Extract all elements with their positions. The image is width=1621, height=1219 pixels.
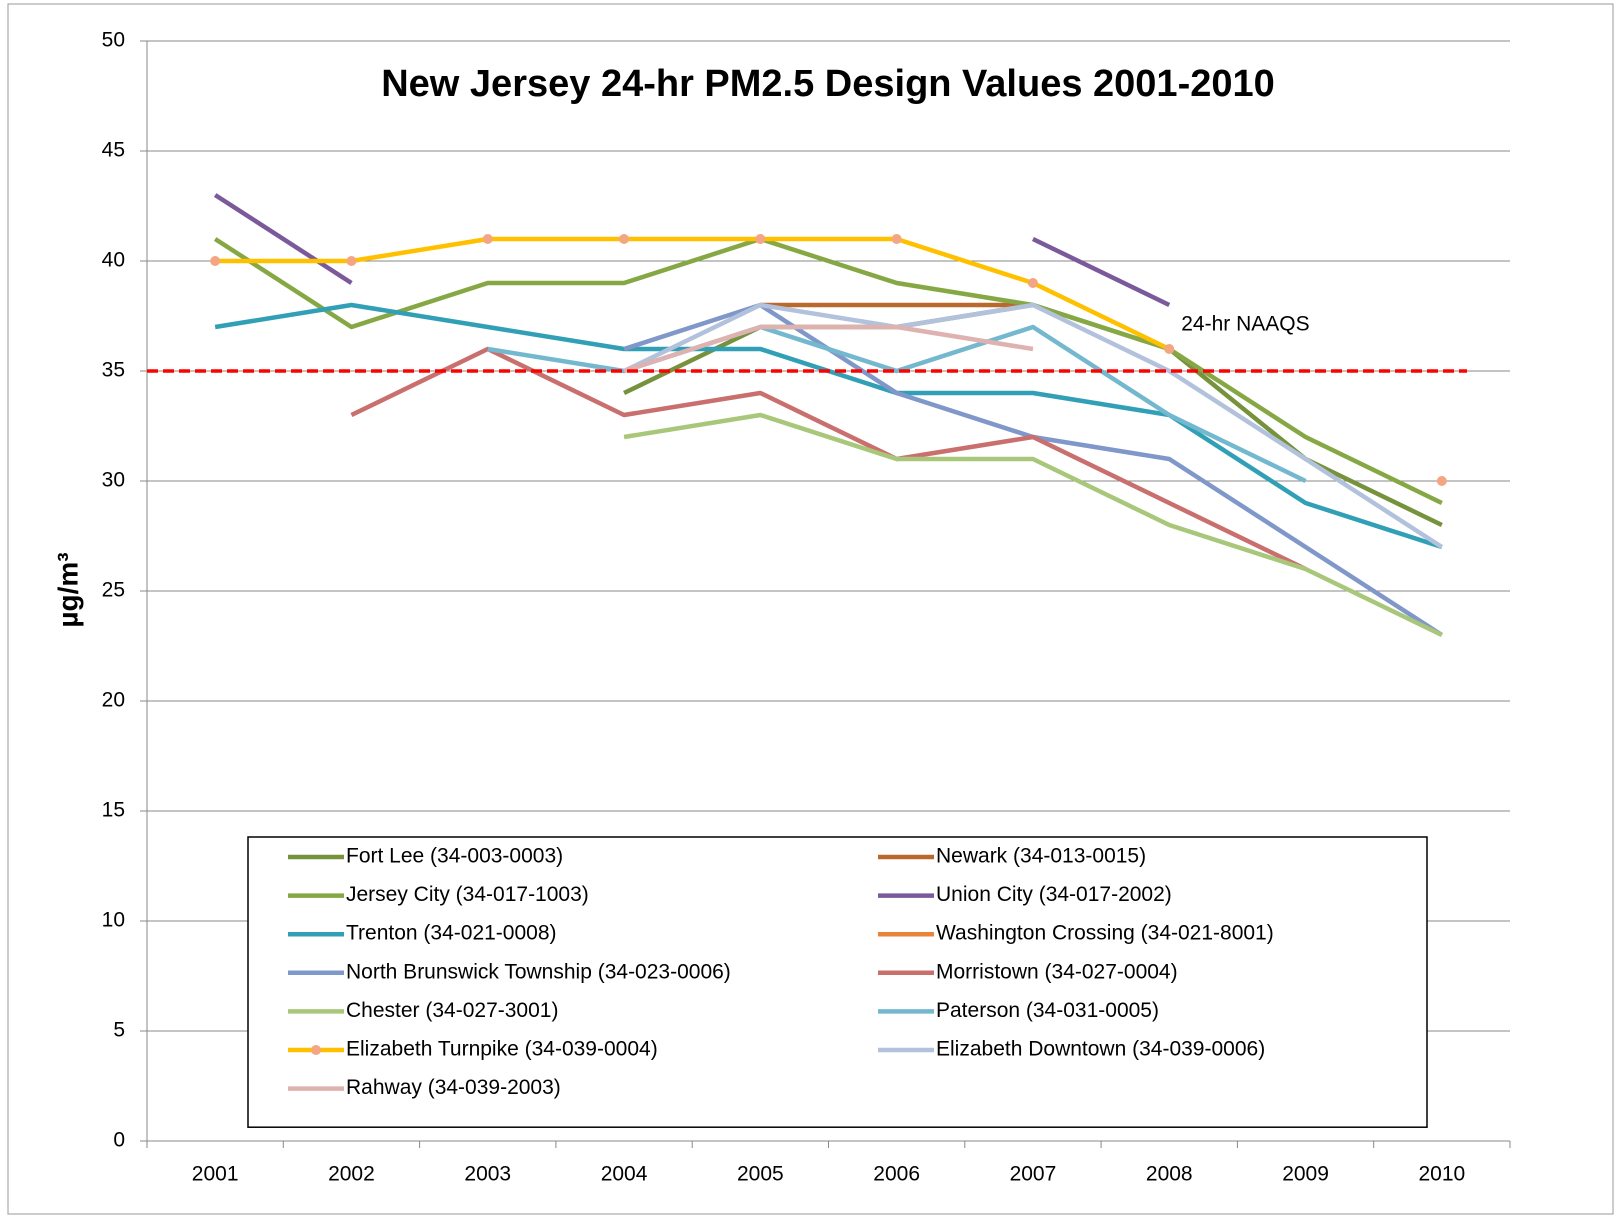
y-tick-label: 50 bbox=[102, 29, 125, 52]
legend-label: Paterson (34-031-0005) bbox=[936, 999, 1159, 1022]
y-tick-label: 20 bbox=[102, 689, 125, 712]
series-marker bbox=[891, 234, 902, 244]
x-tick-label: 2003 bbox=[464, 1163, 511, 1186]
y-tick-label: 40 bbox=[102, 249, 125, 272]
series-line bbox=[623, 324, 1034, 374]
series-marker bbox=[1436, 476, 1447, 486]
x-tick-label: 2005 bbox=[737, 1163, 784, 1186]
y-tick-label: 0 bbox=[113, 1129, 125, 1152]
series-marker bbox=[482, 234, 493, 244]
series-marker bbox=[755, 234, 766, 244]
legend-label: Elizabeth Turnpike (34-039-0004) bbox=[346, 1038, 658, 1061]
y-tick-label: 45 bbox=[102, 139, 125, 162]
x-tick-label: 2008 bbox=[1146, 1163, 1193, 1186]
series-marker bbox=[1164, 344, 1175, 354]
legend-label: Washington Crossing (34-021-8001) bbox=[936, 922, 1274, 945]
y-tick-label: 5 bbox=[113, 1019, 125, 1042]
legend-label: North Brunswick Township (34-023-0006) bbox=[346, 960, 731, 983]
y-axis-label: µg/m³ bbox=[52, 552, 83, 627]
x-tick-label: 2010 bbox=[1418, 1163, 1465, 1186]
legend-label: Jersey City (34-017-1003) bbox=[346, 883, 589, 906]
series-line bbox=[213, 193, 1171, 308]
series-marker bbox=[619, 234, 630, 244]
x-tick-label: 2004 bbox=[601, 1163, 648, 1186]
chart-title: New Jersey 24-hr PM2.5 Design Values 200… bbox=[381, 63, 1275, 105]
y-tick-label: 10 bbox=[102, 909, 125, 932]
y-tick-label: 25 bbox=[102, 579, 125, 602]
legend-label: Rahway (34-039-2003) bbox=[346, 1076, 561, 1099]
y-tick-label: 35 bbox=[102, 359, 125, 382]
y-tick-label: 30 bbox=[102, 469, 125, 492]
legend-box bbox=[247, 836, 1428, 1128]
legend-label: Trenton (34-021-0008) bbox=[346, 922, 557, 945]
y-tick-label: 15 bbox=[102, 799, 125, 822]
legend-label: Elizabeth Downtown (34-039-0006) bbox=[936, 1038, 1265, 1061]
legend-label: Morristown (34-027-0004) bbox=[936, 960, 1178, 983]
x-tick-label: 2001 bbox=[192, 1163, 239, 1186]
series-marker bbox=[1027, 278, 1038, 288]
legend-label: Union City (34-017-2002) bbox=[936, 883, 1172, 906]
series-line bbox=[623, 412, 1443, 638]
x-tick-label: 2007 bbox=[1010, 1163, 1057, 1186]
legend-label: Chester (34-027-3001) bbox=[346, 999, 558, 1022]
x-tick-label: 2002 bbox=[328, 1163, 375, 1186]
series-line bbox=[350, 346, 1307, 572]
series-line bbox=[213, 236, 1443, 506]
reference-label: 24-hr NAAQS bbox=[1181, 313, 1309, 336]
series-marker bbox=[346, 256, 357, 266]
x-tick-label: 2009 bbox=[1282, 1163, 1329, 1186]
legend-label: Newark (34-013-0015) bbox=[936, 845, 1146, 868]
series-line bbox=[623, 302, 1444, 549]
legend-marker bbox=[311, 1045, 321, 1055]
legend-label: Fort Lee (34-003-0003) bbox=[346, 845, 563, 868]
series-marker bbox=[210, 256, 221, 266]
x-tick-label: 2006 bbox=[873, 1163, 920, 1186]
